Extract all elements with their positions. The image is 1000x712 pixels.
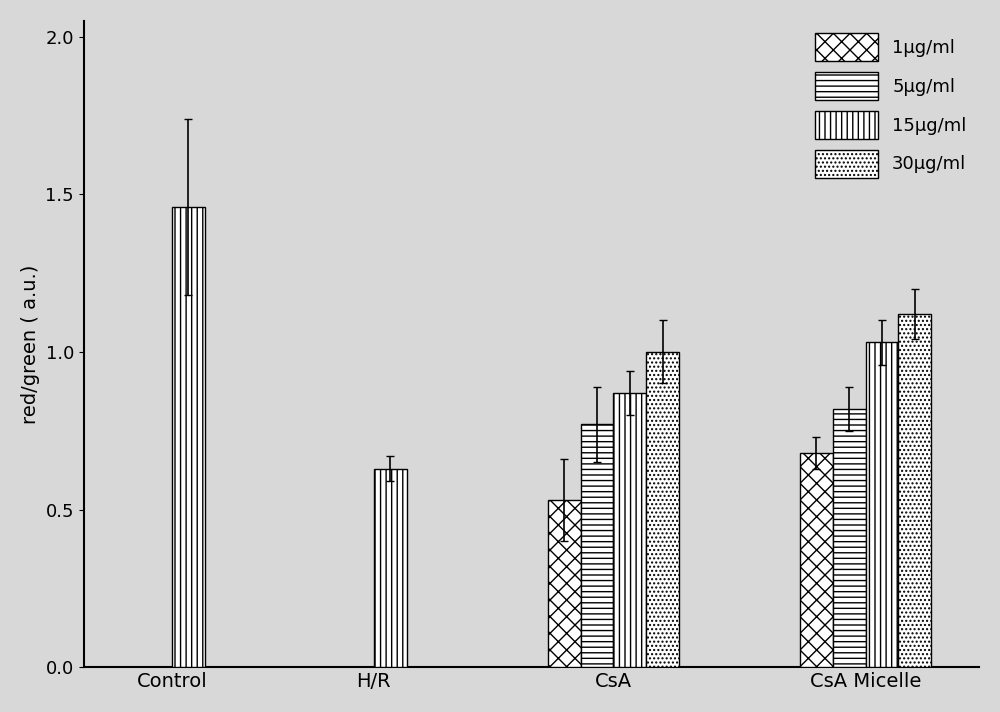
Bar	[833, 409, 866, 667]
Bar	[374, 468, 407, 667]
Y-axis label: red/green ( a.u.): red/green ( a.u.)	[21, 264, 40, 424]
Legend: 1μg/ml, 5μg/ml, 15μg/ml, 30μg/ml: 1μg/ml, 5μg/ml, 15μg/ml, 30μg/ml	[807, 26, 974, 185]
Bar	[866, 342, 898, 667]
Bar	[548, 500, 581, 667]
Bar	[581, 424, 613, 667]
Bar	[613, 393, 646, 667]
Bar	[898, 314, 931, 667]
Bar	[172, 207, 205, 667]
Bar	[800, 453, 833, 667]
Bar	[646, 352, 679, 667]
